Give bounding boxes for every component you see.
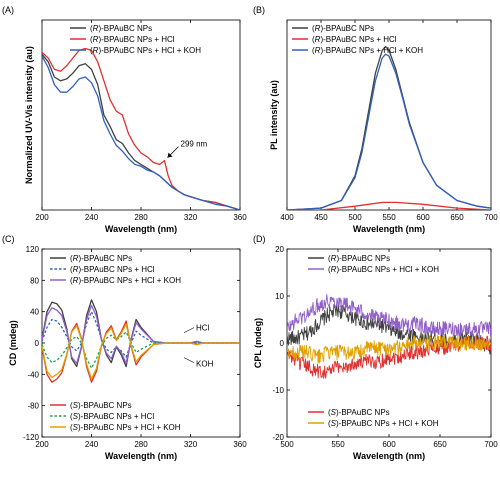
legend-label: (S)-BPAuBC NPs bbox=[70, 401, 132, 410]
legend-label: (R)-BPAuBC NPs bbox=[328, 254, 390, 263]
panel-label: (A) bbox=[2, 5, 14, 15]
y-tick-label: -20 bbox=[272, 433, 284, 442]
x-tick-label: 320 bbox=[184, 213, 198, 222]
y-tick-label: 0 bbox=[280, 339, 285, 348]
x-tick-label: 200 bbox=[35, 213, 49, 222]
panel-0: (A) 200 240 280 320 360 Wavelength (nm) Normali… bbox=[2, 5, 247, 234]
legend-label: (R)-BPAuBC NPs bbox=[70, 254, 132, 263]
legend-label: (R)-BPAuBC NPs + HCl bbox=[70, 265, 155, 274]
x-tick-label: 360 bbox=[233, 440, 247, 449]
x-tick-label: 400 bbox=[280, 213, 294, 222]
series-line bbox=[42, 323, 240, 380]
y-tick-label: -80 bbox=[27, 402, 39, 411]
legend-label: (R)-BPAuBC NPs + HCl + KOH bbox=[90, 46, 201, 55]
series-line bbox=[42, 320, 240, 383]
x-axis-label: Wavelength (nm) bbox=[353, 451, 425, 461]
y-axis-label: Normalized UV-Vis intensity (au) bbox=[24, 46, 34, 184]
legend-label: (S)-BPAuBC NPs + HCl + KOH bbox=[70, 423, 181, 432]
x-tick-label: 360 bbox=[233, 213, 247, 222]
legend-label: (R)-BPAuBC NPs bbox=[312, 24, 374, 33]
x-tick-label: 200 bbox=[35, 440, 49, 449]
series-line bbox=[287, 53, 491, 210]
x-tick-label: 650 bbox=[433, 440, 447, 449]
series-group bbox=[42, 299, 240, 383]
x-tick-label: 240 bbox=[85, 213, 99, 222]
series-line bbox=[287, 294, 491, 337]
x-tick-label: 650 bbox=[450, 213, 464, 222]
series-group bbox=[287, 294, 491, 379]
annotation-pointer bbox=[183, 327, 195, 333]
y-tick-label: -40 bbox=[27, 370, 39, 379]
x-axis-label: Wavelength (nm) bbox=[105, 224, 177, 234]
panel-3: (D) 500 550 600 650 700 -20 -10 0 10 20 Wavelength … bbox=[253, 234, 498, 461]
annotation-arrowhead bbox=[167, 152, 173, 158]
series-line bbox=[42, 47, 240, 210]
y-tick-label: 10 bbox=[275, 292, 284, 301]
series-group bbox=[42, 47, 240, 210]
series-line bbox=[42, 53, 240, 210]
legend-label: (R)-BPAuBC NPs + HCl bbox=[90, 35, 175, 44]
panel-label: (C) bbox=[2, 234, 15, 244]
annotation-pointer bbox=[183, 357, 195, 363]
y-tick-label: -120 bbox=[23, 433, 40, 442]
x-tick-label: 280 bbox=[134, 440, 148, 449]
series-group bbox=[287, 45, 491, 210]
panel-label: (B) bbox=[253, 5, 265, 15]
y-tick-label: 80 bbox=[30, 276, 39, 285]
annotation-label: HCl bbox=[196, 324, 210, 333]
x-tick-label: 600 bbox=[416, 213, 430, 222]
y-tick-label: 120 bbox=[26, 245, 40, 254]
series-line bbox=[287, 45, 491, 210]
y-axis-label: CD (mdeg) bbox=[8, 320, 18, 366]
x-tick-label: 700 bbox=[484, 440, 498, 449]
y-tick-label: 0 bbox=[35, 339, 40, 348]
x-axis-label: Wavelength (nm) bbox=[105, 451, 177, 461]
series-line bbox=[42, 311, 240, 358]
x-tick-label: 600 bbox=[382, 440, 396, 449]
y-axis-label: CPL (mdeg) bbox=[253, 318, 263, 368]
legend-label: (S)-BPAuBC NPs + HCl + KOH bbox=[328, 419, 439, 428]
x-tick-label: 450 bbox=[314, 213, 328, 222]
legend-label: (R)-BPAuBC NPs bbox=[90, 24, 152, 33]
x-tick-label: 280 bbox=[134, 213, 148, 222]
y-tick-label: 20 bbox=[275, 245, 284, 254]
x-tick-label: 500 bbox=[348, 213, 362, 222]
y-tick-label: 40 bbox=[30, 308, 39, 317]
x-tick-label: 320 bbox=[184, 440, 198, 449]
annotation-label: KOH bbox=[196, 360, 214, 369]
x-tick-label: 700 bbox=[484, 213, 498, 222]
series-line bbox=[287, 335, 491, 364]
legend-label: (R)-BPAuBC NPs + HCl + KOH bbox=[312, 46, 423, 55]
x-axis-label: Wavelength (nm) bbox=[353, 224, 425, 234]
panel-1: (B) 400 450 500 550 600 650 700 Wavelength (nm) P… bbox=[253, 5, 498, 234]
legend-label: (R)-BPAuBC NPs + HCl + KOH bbox=[70, 276, 181, 285]
legend-label: (S)-BPAuBC NPs bbox=[328, 408, 390, 417]
x-tick-label: 240 bbox=[85, 440, 99, 449]
annotation-label: 299 nm bbox=[181, 140, 208, 149]
legend-label: (S)-BPAuBC NPs + HCl bbox=[70, 412, 154, 421]
series-line bbox=[287, 201, 491, 210]
x-tick-label: 550 bbox=[382, 213, 396, 222]
panel-label: (D) bbox=[253, 234, 266, 244]
x-tick-label: 500 bbox=[280, 440, 294, 449]
panel-2: (C) 200 240 280 320 360 -120 -80 -40 0 40 80 120 Wave… bbox=[2, 234, 247, 461]
series-line bbox=[42, 55, 240, 210]
legend-label: (R)-BPAuBC NPs + HCl bbox=[312, 35, 397, 44]
y-axis-label: PL intensity (au) bbox=[269, 80, 279, 150]
y-tick-label: -10 bbox=[272, 386, 284, 395]
legend-label: (R)-BPAuBC NPs + HCl + KOH bbox=[328, 265, 439, 274]
x-tick-label: 550 bbox=[331, 440, 345, 449]
